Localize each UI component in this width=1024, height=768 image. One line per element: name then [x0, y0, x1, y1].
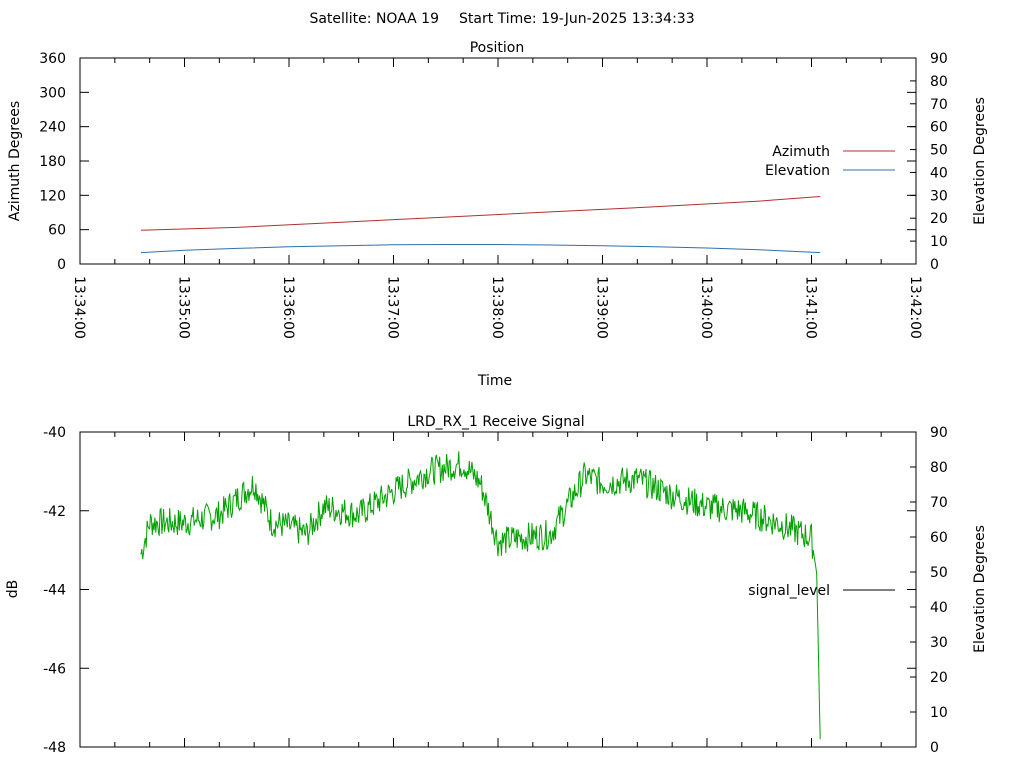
position-y2tick-label: 30	[930, 188, 948, 204]
position-xtick-label: 13:39:00	[594, 276, 610, 339]
signal-y2tick-label: 0	[930, 740, 939, 756]
position-xtick-label: 13:35:00	[176, 276, 192, 339]
position-y2-label: Elevation Degrees	[972, 97, 988, 225]
position-ytick-label: 360	[39, 51, 66, 67]
signal-y2tick-label: 10	[930, 705, 948, 721]
position-ytick-label: 300	[39, 85, 66, 101]
signal-ytick-label: -44	[43, 583, 66, 599]
start-time-label: Start Time: 19-Jun-2025 13:34:33	[459, 11, 695, 27]
series-azimuth-line	[140, 196, 821, 231]
satellite-label: Satellite: NOAA 19	[309, 11, 439, 27]
signal-ytick-label: -46	[43, 661, 66, 677]
position-y2tick-label: 40	[930, 165, 948, 181]
signal-y2tick-label: 80	[930, 460, 948, 476]
position-chart: Position Azimuth Degrees Elevation Degre…	[7, 40, 988, 389]
position-xtick-label: 13:40:00	[698, 276, 714, 339]
position-y2tick-label: 10	[930, 234, 948, 250]
position-y2tick-label: 70	[930, 97, 948, 113]
position-y2tick-label: 90	[930, 51, 948, 67]
position-x-label: Time	[477, 373, 512, 389]
legend-label-azimuth: Azimuth	[772, 144, 830, 160]
legend-label-elevation: Elevation	[765, 163, 830, 179]
signal-y-label: dB	[5, 580, 21, 599]
series-signal-level-line	[140, 451, 821, 740]
position-y-label: Azimuth Degrees	[7, 101, 23, 221]
signal-y2tick-label: 70	[930, 495, 948, 511]
signal-ytick-label: -48	[43, 740, 66, 756]
position-title: Position	[470, 40, 525, 56]
position-xtick-label: 13:36:00	[280, 276, 296, 339]
position-xtick-label: 13:42:00	[907, 276, 923, 339]
series-elevation-line	[140, 244, 821, 254]
legend-label-signal: signal_level	[748, 583, 830, 599]
position-y2tick-label: 50	[930, 143, 948, 159]
position-ytick-label: 240	[39, 120, 66, 136]
position-y2tick-label: 0	[930, 257, 939, 273]
signal-y2tick-label: 20	[930, 670, 948, 686]
signal-y2tick-label: 30	[930, 635, 948, 651]
signal-y2tick-label: 40	[930, 600, 948, 616]
signal-y2-label: Elevation Degrees	[972, 525, 988, 653]
signal-title: LRD_RX_1 Receive Signal	[407, 414, 584, 430]
signal-y2tick-label: 50	[930, 565, 948, 581]
position-xtick-label: 13:38:00	[489, 276, 505, 339]
signal-y2tick-label: 90	[930, 425, 948, 441]
position-y2tick-label: 20	[930, 211, 948, 227]
position-plot-frame	[79, 57, 917, 265]
signal-chart: LRD_RX_1 Receive Signal dB Elevation Deg…	[5, 414, 988, 756]
position-ytick-label: 0	[57, 257, 66, 273]
position-y2tick-label: 80	[930, 74, 948, 90]
position-xtick-label: 13:41:00	[803, 276, 819, 339]
position-ytick-label: 180	[39, 154, 66, 170]
position-ytick-label: 60	[48, 223, 66, 239]
signal-ytick-label: -40	[43, 425, 66, 441]
position-ytick-label: 120	[39, 188, 66, 204]
position-xtick-label: 13:34:00	[71, 276, 87, 339]
signal-ytick-label: -42	[43, 504, 66, 520]
position-y2tick-label: 60	[930, 120, 948, 136]
signal-legend: signal_level	[748, 583, 895, 599]
signal-y2tick-label: 60	[930, 530, 948, 546]
position-legend: Azimuth Elevation	[765, 144, 895, 179]
position-xtick-label: 13:37:00	[385, 276, 401, 339]
